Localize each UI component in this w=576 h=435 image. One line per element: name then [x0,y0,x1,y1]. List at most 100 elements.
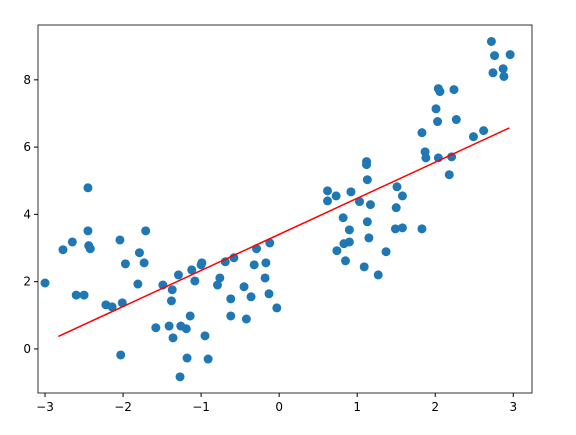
point [40,278,50,288]
point [83,226,93,236]
point [85,244,95,254]
point [468,132,478,142]
y-tick-label: 4 [23,207,31,221]
point [323,186,333,196]
y-tick-label: 6 [23,140,31,154]
point [390,224,400,234]
point [116,350,126,360]
point [181,324,191,334]
x-tick-label: −1 [192,400,210,414]
point [226,294,236,304]
point [449,85,459,95]
point [451,115,461,125]
x-tick-label: 3 [509,400,517,414]
point [167,285,177,295]
point [261,258,271,268]
point [197,258,207,268]
point [215,273,225,283]
point [249,260,259,270]
point [164,321,174,331]
point [346,187,356,197]
point [355,197,365,207]
point [141,226,151,236]
point [447,152,457,162]
point [265,238,275,248]
x-tick-label: −2 [114,400,132,414]
point [499,71,509,81]
point [397,223,407,233]
point [498,64,508,74]
point [391,203,401,213]
point [364,233,374,243]
point [332,246,342,256]
point [115,235,125,245]
point [397,191,407,201]
point [134,248,144,258]
y-tick-label: 8 [23,73,31,87]
point [359,262,369,272]
point [241,314,251,324]
point [490,51,500,61]
point [444,170,454,180]
point [200,331,210,341]
point [421,153,431,163]
point [272,303,282,313]
plot-frame [37,24,533,394]
point [340,256,350,266]
point [488,68,498,78]
point [338,213,348,223]
point [190,276,200,286]
x-tick-label: 2 [431,400,439,414]
point [71,290,81,300]
point [203,354,213,364]
point [433,117,443,127]
x-tick-label: 0 [275,400,283,414]
point [486,36,496,46]
point [79,290,89,300]
y-tick-label: 0 [23,342,31,356]
x-tick-label: 1 [353,400,361,414]
point [107,302,117,312]
point [187,265,197,275]
fit-line [57,127,510,338]
point [120,259,130,269]
point [331,191,341,201]
point [344,225,354,235]
point [246,292,256,302]
point [168,333,178,343]
point [323,196,333,206]
point [139,258,149,268]
point [373,270,383,280]
point [58,245,68,255]
point [362,217,372,227]
point [417,224,427,234]
point [260,273,270,283]
point [173,270,183,280]
point [417,128,427,138]
point [151,323,161,333]
point [344,237,354,247]
y-tick-label: 2 [23,275,31,289]
point [226,311,236,321]
point [365,200,375,210]
point [133,279,143,289]
point [505,50,515,60]
point [67,237,77,247]
point [392,182,402,192]
point [212,280,222,290]
point [239,282,249,292]
point [435,87,445,97]
point [182,353,192,363]
point [185,311,195,321]
point [264,289,274,299]
point [83,183,93,193]
point [175,372,185,382]
point [362,160,372,170]
point [362,175,372,185]
point [381,247,391,257]
point [166,296,176,306]
point [431,104,441,114]
point [479,126,489,136]
x-tick-label: −3 [36,400,54,414]
